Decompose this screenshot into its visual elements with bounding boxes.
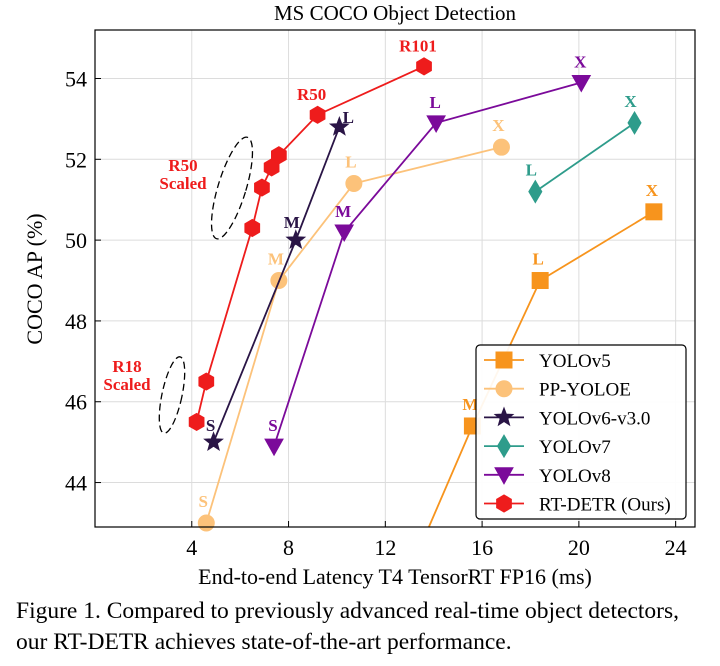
x-tick-label: 4 bbox=[186, 535, 197, 560]
legend-item: PP-YOLOE bbox=[484, 380, 631, 401]
point-label: S bbox=[206, 416, 215, 435]
data-point bbox=[188, 412, 205, 432]
data-point bbox=[334, 224, 355, 243]
point-label: X bbox=[574, 53, 587, 72]
series-yolov6-v3-0: S M L bbox=[203, 108, 354, 451]
y-tick-label: 44 bbox=[65, 471, 87, 496]
legend: YOLOv5 PP-YOLOE YOLOv6-v3.0 YOLOv7 YOLOv8 RT-… bbox=[475, 344, 687, 520]
y-axis-label: COCO AP (%) bbox=[22, 213, 47, 344]
legend-marker bbox=[495, 351, 513, 369]
point-label: S bbox=[199, 492, 208, 511]
legend-marker bbox=[496, 434, 512, 459]
data-point bbox=[571, 75, 592, 93]
legend-item: RT-DETR (Ours) bbox=[484, 494, 671, 516]
series-rt-detr-ours-: R50 R101 bbox=[188, 36, 437, 432]
data-point bbox=[627, 110, 642, 135]
data-point bbox=[416, 57, 432, 76]
y-tick-label: 48 bbox=[65, 309, 87, 334]
x-tick-label: 8 bbox=[283, 535, 294, 560]
legend-label: YOLOv8 bbox=[539, 466, 611, 487]
legend-marker bbox=[494, 467, 514, 485]
point-label: L bbox=[343, 108, 354, 127]
data-point bbox=[328, 116, 350, 136]
data-point bbox=[197, 514, 215, 532]
series-yolov7: LX bbox=[526, 92, 642, 204]
data-point bbox=[203, 431, 224, 451]
series-line bbox=[273, 81, 582, 447]
point-label: M bbox=[462, 395, 478, 414]
scaled-annotation: R50 Scaled bbox=[159, 156, 207, 193]
annotation-line: R18 bbox=[112, 357, 141, 376]
point-label: X bbox=[624, 92, 637, 111]
point-label: L bbox=[345, 153, 356, 172]
y-tick-label: 52 bbox=[65, 147, 87, 172]
point-label: L bbox=[429, 93, 440, 112]
data-point bbox=[198, 372, 215, 391]
legend-item: YOLOv8 bbox=[484, 466, 611, 487]
chart-title: MS COCO Object Detection bbox=[274, 1, 517, 25]
annotation-line: Scaled bbox=[103, 375, 151, 394]
series-pp-yoloe: S M L X bbox=[197, 116, 510, 532]
legend-item: YOLOv7 bbox=[484, 434, 611, 459]
legend-label: YOLOv7 bbox=[539, 437, 611, 458]
legend-box bbox=[475, 344, 687, 520]
y-tick-label: 50 bbox=[65, 228, 87, 253]
data-point bbox=[492, 138, 510, 156]
scaled-annotation: R18 Scaled bbox=[103, 357, 151, 394]
point-label: R50 bbox=[297, 85, 326, 104]
point-label: L bbox=[532, 250, 543, 269]
legend-item: YOLOv6-v3.0 bbox=[484, 406, 650, 429]
x-tick-label: 12 bbox=[374, 535, 396, 560]
x-tick-label: 20 bbox=[568, 535, 590, 560]
data-point bbox=[528, 179, 543, 204]
data-point bbox=[309, 105, 326, 124]
plot-frame bbox=[94, 29, 696, 528]
y-tick-label: 54 bbox=[65, 66, 87, 91]
scaled-group-ellipse bbox=[210, 136, 254, 240]
legend-item: YOLOv5 bbox=[484, 351, 611, 372]
point-label: M bbox=[268, 250, 284, 269]
series-line bbox=[205, 146, 502, 524]
legend-label: YOLOv6-v3.0 bbox=[539, 408, 650, 429]
annotation-line: Scaled bbox=[159, 174, 207, 193]
data-point bbox=[645, 203, 663, 221]
data-point bbox=[285, 229, 307, 249]
x-tick-label: 16 bbox=[471, 535, 493, 560]
point-label: M bbox=[335, 202, 351, 221]
point-label: R101 bbox=[399, 36, 437, 55]
series-line bbox=[534, 122, 636, 193]
x-axis-label: End-to-end Latency T4 TensorRT FP16 (ms) bbox=[198, 564, 592, 589]
grid-layer bbox=[95, 30, 695, 527]
data-point bbox=[271, 146, 287, 165]
legend-marker bbox=[495, 380, 513, 398]
data-point bbox=[264, 438, 284, 457]
point-label: M bbox=[284, 213, 300, 232]
legend-label: RT-DETR (Ours) bbox=[539, 495, 671, 516]
data-point bbox=[254, 178, 270, 197]
point-label: L bbox=[526, 161, 537, 180]
scaled-group-ellipse bbox=[158, 356, 186, 434]
x-tick-label: 24 bbox=[665, 535, 687, 560]
data-point bbox=[345, 175, 363, 193]
data-point bbox=[531, 272, 549, 290]
series-line bbox=[195, 65, 425, 423]
point-label: S bbox=[268, 416, 277, 435]
point-label: X bbox=[492, 116, 505, 135]
chart: MS COCO Object Detection MLXSMLXSMLLXSML… bbox=[22, 1, 696, 589]
data-point bbox=[426, 115, 446, 133]
legend-marker bbox=[493, 406, 515, 427]
data-point bbox=[244, 218, 261, 238]
figure-caption: Figure 1. Compared to previously advance… bbox=[16, 598, 680, 655]
y-tick-label: 46 bbox=[65, 390, 87, 415]
annotation-line: R50 bbox=[168, 156, 197, 175]
point-label: X bbox=[646, 181, 659, 200]
series-yolov8: S M L X bbox=[264, 53, 592, 457]
legend-label: YOLOv5 bbox=[539, 351, 611, 372]
legend-label: PP-YOLOE bbox=[539, 380, 631, 401]
legend-marker bbox=[496, 494, 512, 513]
